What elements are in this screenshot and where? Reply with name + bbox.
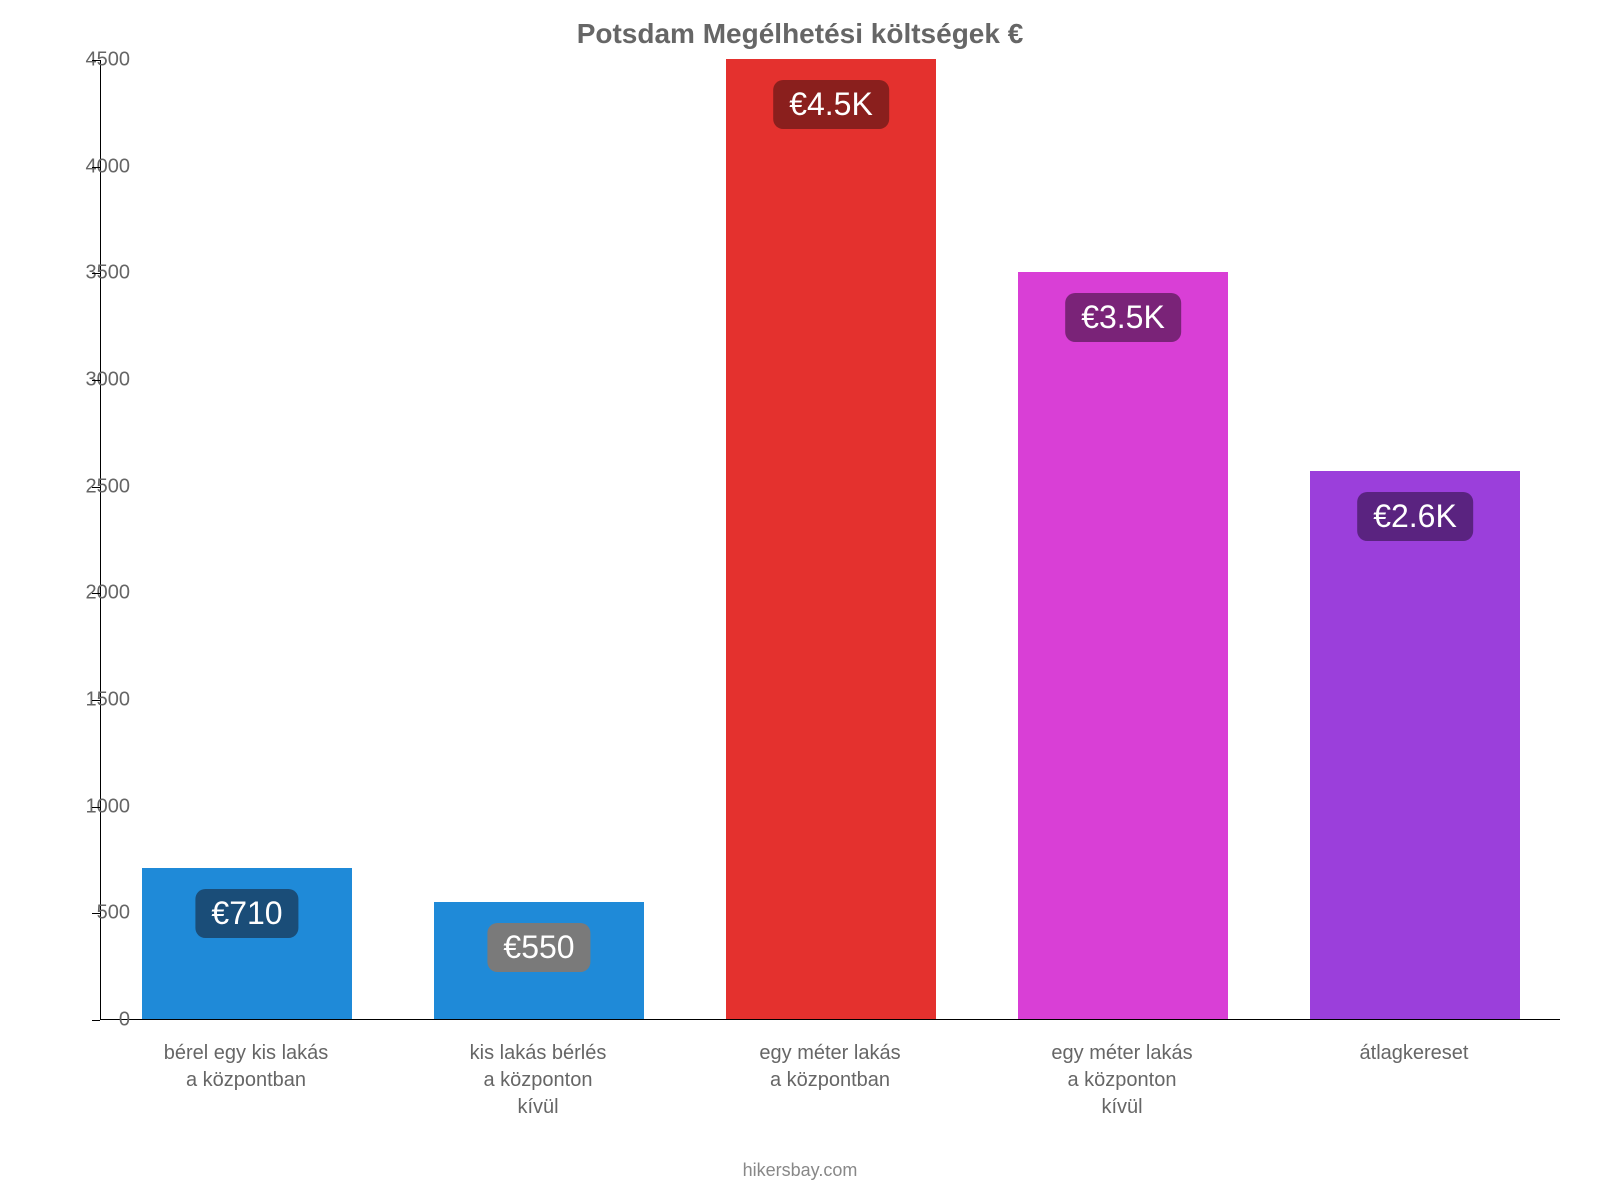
y-axis-tick-label: 4000	[50, 155, 130, 178]
bar-value-label: €2.6K	[1357, 492, 1473, 541]
chart-title: Potsdam Megélhetési költségek €	[0, 18, 1600, 50]
y-axis-tick-mark	[92, 913, 100, 914]
x-axis-category-label: kis lakás bérlésa központonkívül	[418, 1040, 658, 1121]
y-axis-tick-mark	[92, 807, 100, 808]
y-axis-tick-label: 4500	[50, 49, 130, 72]
plot-area: €710 €550 €4.5K €3.5K €2.6K	[100, 60, 1560, 1020]
y-axis-tick-mark	[92, 60, 100, 61]
x-axis-category-label: átlagkereset	[1294, 1040, 1534, 1067]
bar-value-label: €4.5K	[773, 80, 889, 129]
source-credit: hikersbay.com	[0, 1160, 1600, 1181]
x-axis-category-label: egy méter lakása központban	[710, 1040, 950, 1094]
x-axis-category-label: bérel egy kis lakása központban	[126, 1040, 366, 1094]
y-axis-tick-label: 500	[50, 902, 130, 925]
y-axis-tick-label: 2000	[50, 582, 130, 605]
y-axis-tick-mark	[92, 700, 100, 701]
chart-container: Potsdam Megélhetési költségek € €710 €550…	[0, 0, 1600, 1200]
y-axis-tick-mark	[92, 487, 100, 488]
x-axis-category-label: egy méter lakása központonkívül	[1002, 1040, 1242, 1121]
bar	[726, 59, 936, 1019]
y-axis-tick-mark	[92, 593, 100, 594]
y-axis-tick-label: 1500	[50, 689, 130, 712]
y-axis-tick-label: 0	[50, 1009, 130, 1032]
bar	[1018, 272, 1228, 1019]
y-axis-tick-label: 1000	[50, 795, 130, 818]
y-axis-tick-mark	[92, 380, 100, 381]
bar	[1310, 471, 1520, 1019]
y-axis-tick-mark	[92, 167, 100, 168]
y-axis-tick-label: 3000	[50, 369, 130, 392]
y-axis-tick-label: 3500	[50, 262, 130, 285]
y-axis-tick-mark	[92, 273, 100, 274]
bar-value-label: €3.5K	[1065, 293, 1181, 342]
bar-value-label: €710	[195, 889, 298, 938]
bar-value-label: €550	[487, 923, 590, 972]
y-axis-tick-label: 2500	[50, 475, 130, 498]
y-axis-tick-mark	[92, 1020, 100, 1021]
